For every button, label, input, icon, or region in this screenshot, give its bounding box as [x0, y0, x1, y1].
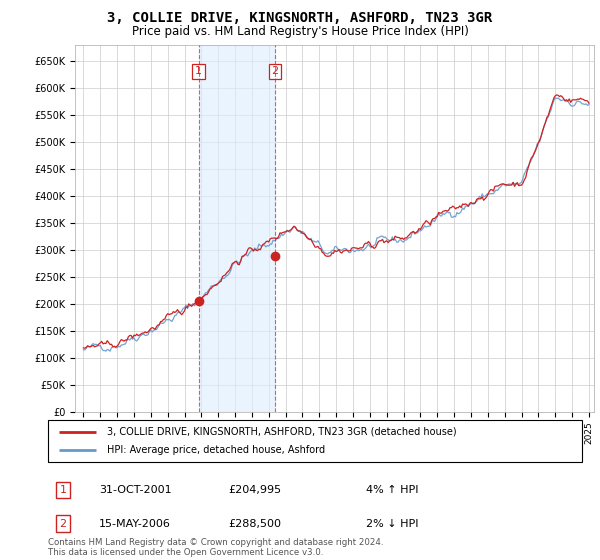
Text: 3, COLLIE DRIVE, KINGSNORTH, ASHFORD, TN23 3GR: 3, COLLIE DRIVE, KINGSNORTH, ASHFORD, TN… [107, 11, 493, 25]
Text: 1: 1 [59, 485, 67, 495]
Text: 2% ↓ HPI: 2% ↓ HPI [366, 519, 419, 529]
Text: 4% ↑ HPI: 4% ↑ HPI [366, 485, 419, 495]
Text: 15-MAY-2006: 15-MAY-2006 [99, 519, 171, 529]
Text: £288,500: £288,500 [228, 519, 281, 529]
FancyBboxPatch shape [48, 420, 582, 462]
Text: Contains HM Land Registry data © Crown copyright and database right 2024.
This d: Contains HM Land Registry data © Crown c… [48, 538, 383, 557]
Text: £204,995: £204,995 [228, 485, 281, 495]
Text: 1: 1 [195, 67, 202, 76]
Text: 2: 2 [59, 519, 67, 529]
Text: 3, COLLIE DRIVE, KINGSNORTH, ASHFORD, TN23 3GR (detached house): 3, COLLIE DRIVE, KINGSNORTH, ASHFORD, TN… [107, 427, 457, 437]
Bar [199, 45, 275, 412]
Text: 31-OCT-2001: 31-OCT-2001 [99, 485, 172, 495]
Text: Price paid vs. HM Land Registry's House Price Index (HPI): Price paid vs. HM Land Registry's House … [131, 25, 469, 38]
Text: HPI: Average price, detached house, Ashford: HPI: Average price, detached house, Ashf… [107, 445, 325, 455]
Text: 2: 2 [271, 67, 278, 76]
